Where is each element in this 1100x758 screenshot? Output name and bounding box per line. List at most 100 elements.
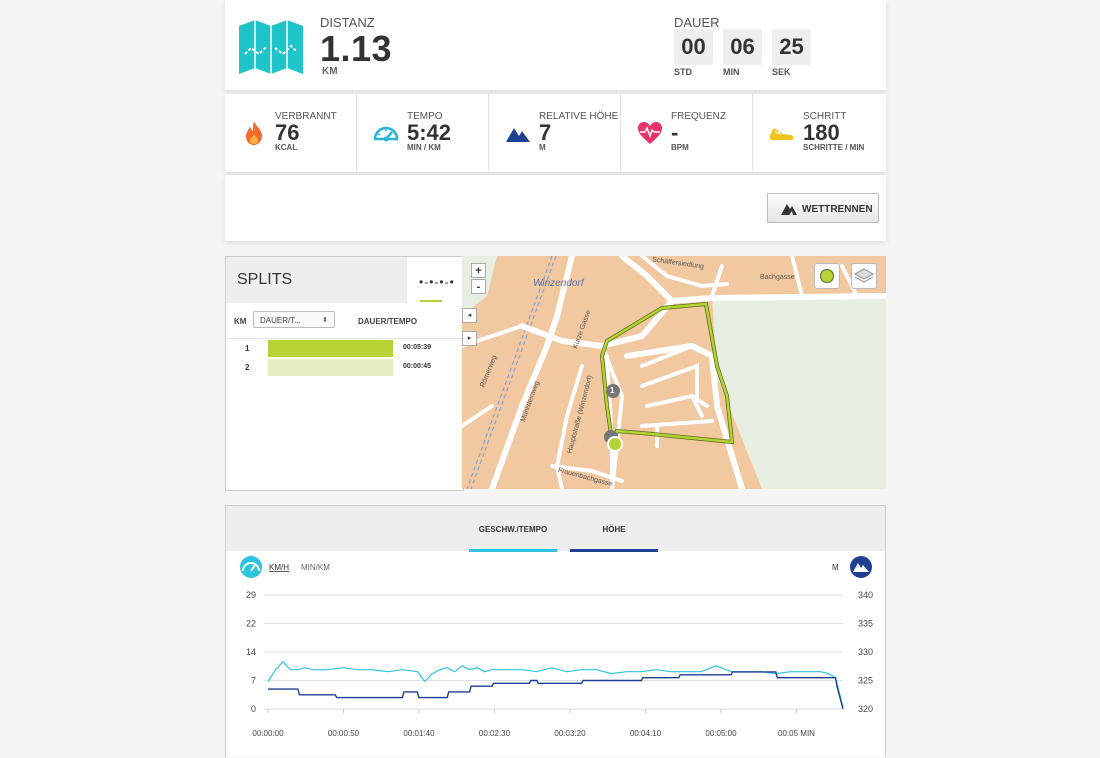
duration-label: DAUER xyxy=(674,15,720,30)
dots-icon: •-•-•-• xyxy=(419,275,455,289)
duration-hours-unit: STD xyxy=(674,67,692,77)
metric-label: SCHRITT xyxy=(803,111,847,122)
tab-underline xyxy=(469,549,557,552)
y-left-tick-label: 0 xyxy=(251,704,256,714)
unit-kmh-toggle[interactable]: KM/H xyxy=(269,563,289,572)
metric-cadence: SCHRITT 180 SCHRITTE / MIN xyxy=(753,94,884,172)
green-dot-icon xyxy=(820,269,834,283)
chevron-updown-icon: ⬍ xyxy=(322,317,328,324)
split-km: 2 xyxy=(245,363,250,372)
route-map[interactable]: 1 Winzendorf Schäffersiedlung Bachgasse … xyxy=(462,256,886,489)
zoom-out-button[interactable]: - xyxy=(471,279,486,294)
race-button-label: WETTRENNEN xyxy=(802,204,873,215)
triangle-right-icon: ▸ xyxy=(467,335,472,342)
duration-hours: 00 xyxy=(674,29,713,65)
tab-label: GESCHW./TEMPO xyxy=(478,525,548,534)
tab-speed-pace[interactable]: GESCHW./TEMPO xyxy=(469,525,557,552)
metric-calories: VERBRANNT 76 KCAL xyxy=(225,94,357,172)
split-time: 00:05:39 xyxy=(403,344,432,351)
splits-panel: SPLITS •-•-•-• KM DAUER/T... ⬍ DAUER/TEM… xyxy=(225,256,464,491)
speed-series-line xyxy=(267,660,844,708)
elevation-series-line xyxy=(268,671,844,710)
splits-title: SPLITS xyxy=(237,271,293,288)
tab-label: HÖHE xyxy=(602,525,626,534)
y-left-tick-label: 29 xyxy=(246,590,256,600)
metric-unit: KCAL xyxy=(275,143,298,152)
x-tick-label: 00:00:50 xyxy=(328,729,360,738)
distance-unit: KM xyxy=(322,66,338,77)
metric-unit: SCHRITTE / MIN xyxy=(803,143,865,152)
split-bar xyxy=(268,359,393,376)
y-right-tick-label: 335 xyxy=(858,619,873,629)
metric-pace: TEMPO 5:42 MIN / KM xyxy=(357,94,489,172)
y-right-tick-label: 340 xyxy=(858,590,873,600)
split-km: 1 xyxy=(245,344,250,353)
tab-elevation[interactable]: HÖHE xyxy=(570,525,658,552)
y-right-tick-label: 330 xyxy=(858,647,873,657)
split-marker-1[interactable] xyxy=(606,384,620,398)
splits-view-tab[interactable]: •-•-•-• xyxy=(407,257,463,303)
metric-label: RELATIVE HÖHE xyxy=(539,111,619,122)
pan-right-button[interactable]: ▸ xyxy=(462,331,477,346)
metric-value: 76 xyxy=(275,120,300,145)
series-group xyxy=(267,660,844,710)
split-row[interactable]: 1 00:05:39 xyxy=(226,340,463,357)
speed-elevation-chart: 29 22 14 7 0 340 335 330 325 320 00:00:00 00:00:5… xyxy=(240,556,873,738)
distance-value: 1.13 xyxy=(320,28,393,69)
heart-rate-icon xyxy=(638,122,662,144)
tab-underline xyxy=(420,300,442,302)
splits-col-km: KM xyxy=(234,317,247,326)
x-tick-label: 00:05:00 xyxy=(705,729,737,738)
metric-heart-rate: FREQUENZ - BPM xyxy=(621,94,753,172)
split-marker-label: 1 xyxy=(610,386,615,395)
chart-tab-bar: GESCHW./TEMPO HÖHE xyxy=(226,506,885,552)
x-tick-label: 00:04:10 xyxy=(630,729,662,738)
metric-value: 180 xyxy=(803,120,840,145)
layers-icon xyxy=(853,268,875,283)
metric-unit: MIN / KM xyxy=(407,143,441,152)
pan-left-button[interactable]: ◂ xyxy=(462,308,477,323)
x-axis: 00:00:00 00:00:50 00:01:40 00:02:30 00:03:20… xyxy=(252,709,815,738)
unit-meter-label: M xyxy=(832,563,839,572)
x-tick-label: 00:01:40 xyxy=(403,729,435,738)
divider xyxy=(226,338,463,339)
metric-value: - xyxy=(671,120,679,145)
metrics-row: VERBRANNT 76 KCAL TEMPO 5:42 MIN / KM RE… xyxy=(225,94,886,172)
distance-label: DISTANZ xyxy=(320,15,375,30)
x-tick-label: 00:02:30 xyxy=(479,729,511,738)
splits-metric-select[interactable]: DAUER/T... ⬍ xyxy=(253,311,335,328)
metric-label: VERBRANNT xyxy=(275,111,337,122)
street-label: Bachgasse xyxy=(760,274,795,281)
split-time: 00:00:45 xyxy=(403,363,432,370)
x-tick-label: 00:00:00 xyxy=(252,729,284,738)
start-marker[interactable] xyxy=(607,436,623,452)
chart-panel: GESCHW./TEMPO HÖHE 29 22 14 7 0 340 335 330 325… xyxy=(225,505,886,757)
place-label: Winzendorf xyxy=(533,278,584,289)
summary-card: DISTANZ 1.13 KM DAUER 00 STD 06 MIN 25 S… xyxy=(225,0,886,90)
splits-col-time: DAUER/TEMPO xyxy=(358,317,418,326)
metric-value: 5:42 xyxy=(407,120,452,145)
split-row[interactable]: 2 00:00:45 xyxy=(226,359,463,376)
metric-label: FREQUENZ xyxy=(671,111,726,122)
race-flag-icon xyxy=(781,204,797,215)
y-axis-right: 340 335 330 325 320 xyxy=(858,590,873,714)
metric-unit: BPM xyxy=(671,143,689,152)
metric-value: 7 xyxy=(539,120,552,145)
zoom-in-button[interactable]: + xyxy=(471,263,486,278)
metric-unit: M xyxy=(539,143,546,152)
metric-elevation: RELATIVE HÖHE 7 M xyxy=(489,94,621,172)
tab-underline xyxy=(570,549,658,552)
speed-unit-icon xyxy=(240,556,262,578)
layers-button[interactable] xyxy=(851,263,877,289)
y-left-tick-label: 7 xyxy=(251,676,256,686)
speedometer-icon xyxy=(373,126,399,142)
unit-minkm-toggle[interactable]: MIN/KM xyxy=(301,563,330,572)
map-canvas xyxy=(462,256,886,489)
locate-button[interactable] xyxy=(814,263,840,289)
splits-header: SPLITS xyxy=(226,257,407,303)
race-bar: WETTRENNEN xyxy=(225,175,886,241)
y-axis-left: 29 22 14 7 0 xyxy=(246,590,256,714)
metric-label: TEMPO xyxy=(407,111,443,122)
race-button[interactable]: WETTRENNEN xyxy=(767,193,879,223)
y-right-tick-label: 325 xyxy=(858,676,873,686)
